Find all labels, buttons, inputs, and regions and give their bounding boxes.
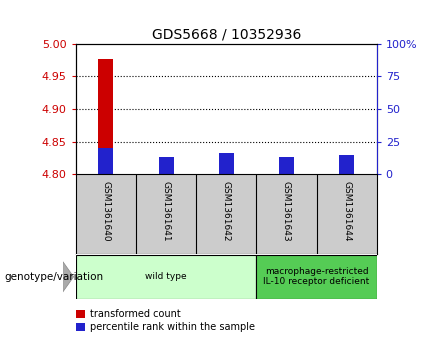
Bar xyxy=(279,159,294,174)
Text: percentile rank within the sample: percentile rank within the sample xyxy=(90,322,255,332)
Bar xyxy=(339,155,354,174)
Bar xyxy=(219,154,234,174)
Bar xyxy=(98,58,113,174)
Bar xyxy=(76,255,256,298)
Bar xyxy=(256,255,377,298)
Text: GSM1361644: GSM1361644 xyxy=(342,181,351,241)
Text: GSM1361643: GSM1361643 xyxy=(282,181,291,241)
Bar xyxy=(158,157,174,174)
Text: wild type: wild type xyxy=(145,272,187,281)
Bar xyxy=(158,157,174,174)
Text: transformed count: transformed count xyxy=(90,309,181,319)
Bar xyxy=(98,148,113,174)
Text: GSM1361642: GSM1361642 xyxy=(222,181,231,241)
Bar xyxy=(219,153,234,174)
Text: GSM1361640: GSM1361640 xyxy=(101,181,110,241)
Text: genotype/variation: genotype/variation xyxy=(4,272,103,282)
Polygon shape xyxy=(63,261,74,292)
Title: GDS5668 / 10352936: GDS5668 / 10352936 xyxy=(152,27,301,41)
Text: macrophage-restricted
IL-10 receptor deficient: macrophage-restricted IL-10 receptor def… xyxy=(263,267,370,286)
Text: GSM1361641: GSM1361641 xyxy=(162,181,171,241)
Bar xyxy=(339,160,354,174)
Bar xyxy=(279,157,294,174)
